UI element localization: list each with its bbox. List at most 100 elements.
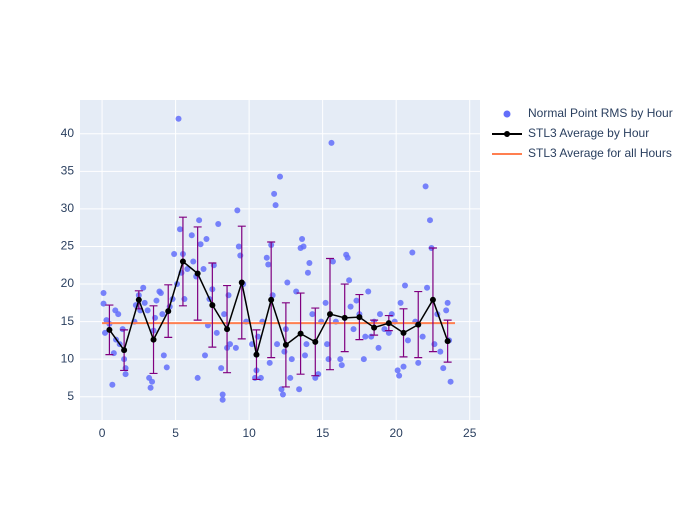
- data-point: [274, 341, 281, 348]
- data-point: [396, 372, 403, 379]
- data-point: [232, 344, 239, 351]
- average-marker: [385, 320, 392, 327]
- legend-label: STL3 Average for all Hours: [528, 146, 672, 160]
- data-point: [115, 311, 122, 318]
- data-point: [197, 241, 204, 248]
- data-point: [221, 311, 228, 318]
- data-point: [159, 311, 166, 318]
- data-point: [440, 365, 447, 372]
- y-tick-label: 20: [61, 276, 75, 290]
- data-point: [190, 258, 197, 265]
- data-point: [278, 386, 285, 393]
- data-point: [157, 290, 164, 297]
- data-point: [215, 220, 222, 227]
- data-point: [306, 260, 313, 267]
- x-tick-label: 25: [463, 426, 477, 440]
- average-marker: [371, 324, 378, 331]
- data-point: [324, 341, 331, 348]
- y-tick-label: 15: [61, 314, 75, 328]
- x-tick-label: 20: [389, 426, 403, 440]
- data-point: [102, 329, 108, 336]
- data-point: [322, 299, 329, 306]
- average-marker: [429, 296, 436, 303]
- average-marker: [194, 270, 201, 277]
- data-point: [325, 356, 332, 363]
- legend-label: STL3 Average by Hour: [528, 126, 649, 140]
- data-point: [415, 359, 422, 366]
- x-tick-label: 0: [99, 426, 106, 440]
- average-marker: [135, 296, 142, 303]
- average-marker: [356, 314, 363, 321]
- data-point: [288, 356, 295, 363]
- data-point: [360, 356, 367, 363]
- data-point: [140, 284, 147, 291]
- legend-marker: [503, 110, 511, 118]
- data-point: [365, 288, 372, 295]
- data-point: [338, 362, 345, 369]
- y-tick-label: 10: [61, 351, 75, 365]
- average-marker: [165, 308, 172, 315]
- data-point: [419, 333, 426, 340]
- data-point: [299, 235, 306, 242]
- x-tick-label: 10: [242, 426, 256, 440]
- data-point: [329, 258, 336, 265]
- average-marker: [341, 314, 348, 321]
- data-point: [218, 365, 225, 372]
- data-point: [119, 326, 126, 333]
- data-point: [437, 348, 444, 355]
- data-point: [385, 329, 392, 336]
- data-point: [149, 378, 156, 385]
- y-tick-label: 30: [61, 201, 75, 215]
- data-point: [202, 352, 208, 359]
- data-point: [141, 299, 148, 306]
- data-point: [350, 326, 357, 333]
- average-marker: [238, 279, 245, 286]
- data-point: [337, 356, 344, 363]
- data-point: [235, 243, 242, 250]
- data-point: [400, 363, 407, 370]
- data-point: [153, 297, 160, 304]
- data-point: [194, 374, 201, 381]
- average-marker: [106, 326, 113, 333]
- data-point: [347, 303, 354, 310]
- plot-area: [80, 100, 480, 420]
- data-point: [200, 266, 207, 273]
- data-point: [152, 314, 158, 321]
- legend-label: Normal Point RMS by Hour: [528, 106, 673, 120]
- data-point: [219, 396, 226, 403]
- data-point: [171, 250, 178, 257]
- data-point: [203, 235, 210, 242]
- y-tick-label: 40: [61, 126, 75, 140]
- data-point: [263, 254, 270, 261]
- average-marker: [179, 258, 186, 265]
- data-point: [402, 282, 408, 289]
- data-point: [424, 284, 431, 291]
- data-point: [304, 269, 311, 276]
- legend-marker: [504, 131, 510, 137]
- data-point: [309, 311, 316, 318]
- data-point: [219, 391, 226, 398]
- data-point: [122, 371, 129, 378]
- average-marker: [400, 329, 407, 336]
- average-marker: [209, 302, 216, 309]
- data-point: [431, 341, 438, 348]
- data-point: [109, 381, 116, 388]
- data-point: [196, 217, 203, 224]
- average-marker: [253, 351, 260, 358]
- data-point: [447, 378, 454, 385]
- data-point: [271, 190, 278, 197]
- data-point: [160, 352, 167, 359]
- y-tick-label: 5: [67, 389, 74, 403]
- data-point: [296, 386, 303, 393]
- x-tick-label: 15: [316, 426, 330, 440]
- data-point: [147, 384, 154, 391]
- average-marker: [415, 321, 422, 328]
- data-point: [272, 202, 279, 209]
- average-marker: [327, 311, 333, 318]
- data-point: [213, 329, 220, 336]
- data-point: [346, 277, 353, 284]
- data-point: [362, 333, 369, 340]
- data-point: [443, 307, 450, 314]
- average-marker: [150, 336, 157, 343]
